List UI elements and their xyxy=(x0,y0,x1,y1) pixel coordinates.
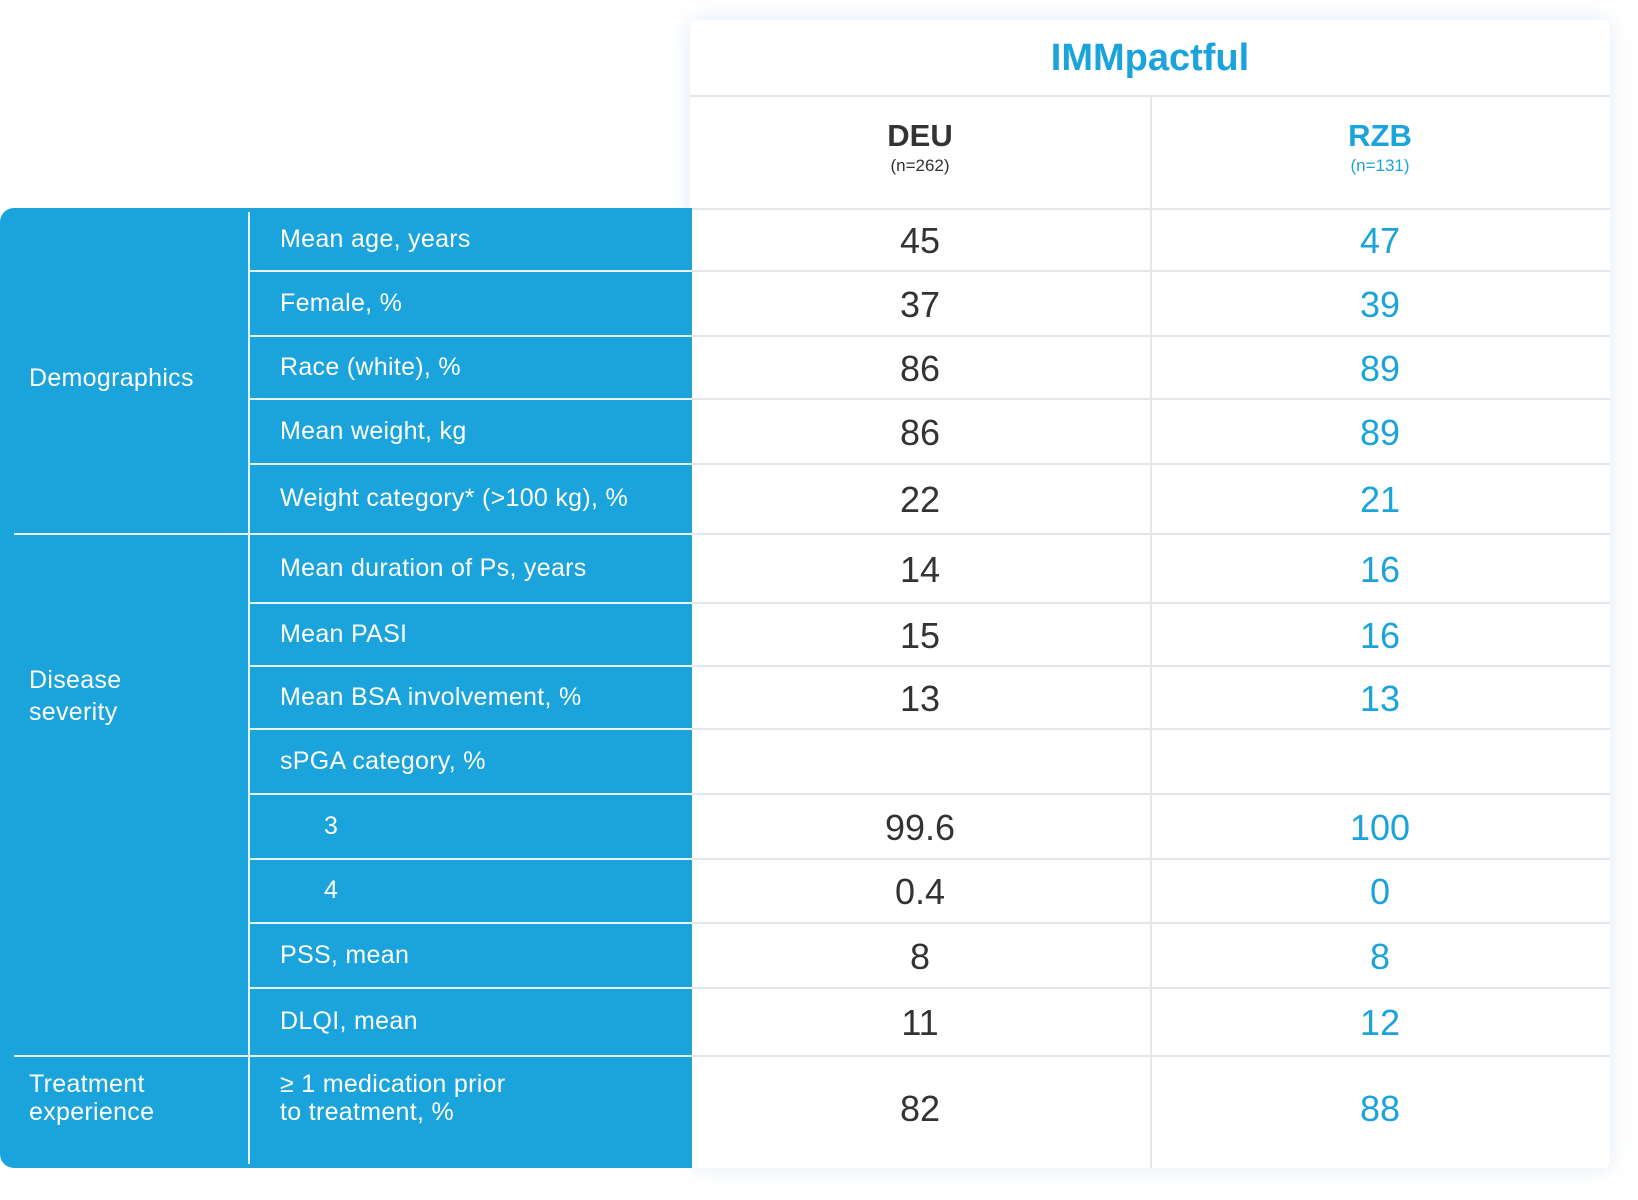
cell-rzb: 47 xyxy=(1359,220,1401,261)
cell-rzb: 100 xyxy=(1349,806,1411,848)
row-header-panel xyxy=(0,208,692,1168)
row-label: Mean PASI xyxy=(280,619,408,648)
study-title: IMMpactful xyxy=(1050,36,1250,79)
cell-rzb: 89 xyxy=(1359,347,1401,389)
category-disease-severity: Disease severity xyxy=(29,666,122,726)
cell-rzb: 16 xyxy=(1359,614,1401,656)
cell-deu: 37 xyxy=(899,283,941,325)
row-label: Mean duration of Ps, years xyxy=(280,553,587,582)
row-separator xyxy=(692,398,1610,400)
row-separator xyxy=(250,858,692,860)
cell-deu: 13 xyxy=(899,677,941,719)
row-label: PSS, mean xyxy=(280,940,410,969)
row-separator xyxy=(692,270,1610,272)
row-separator xyxy=(250,793,692,795)
cell-deu: 14 xyxy=(899,548,941,590)
row-separator xyxy=(692,922,1610,924)
cell-rzb: 12 xyxy=(1359,1002,1401,1043)
row-separator xyxy=(250,533,692,535)
cell-deu: 82 xyxy=(899,1087,941,1129)
cell-deu: 86 xyxy=(899,347,941,389)
row-separator xyxy=(250,270,692,272)
row-separator xyxy=(692,463,1610,465)
row-separator xyxy=(250,987,692,989)
column-header-rzb: RZB (n=131) xyxy=(1150,118,1610,176)
row-label: Race (white), % xyxy=(280,352,461,381)
cell-deu: 86 xyxy=(899,411,941,453)
row-separator xyxy=(250,335,692,337)
row-separator xyxy=(692,335,1610,337)
column-sample-size: (n=262) xyxy=(890,156,950,175)
column-divider xyxy=(1150,96,1152,1168)
row-separator xyxy=(692,533,1610,535)
cell-deu: 99.6 xyxy=(884,806,956,848)
cell-rzb: 13 xyxy=(1359,677,1401,719)
row-separator xyxy=(250,665,692,667)
row-label: DLQI, mean xyxy=(280,1007,418,1035)
column-sample-size: (n=131) xyxy=(1350,156,1410,175)
cell-deu: 15 xyxy=(899,614,941,656)
row-separator xyxy=(692,208,1610,210)
row-separator xyxy=(250,463,692,465)
cell-rzb: 89 xyxy=(1359,411,1401,453)
row-separator xyxy=(250,1055,692,1057)
cell-deu: 0.4 xyxy=(894,871,946,912)
row-label: Mean weight, kg xyxy=(280,416,467,445)
cell-deu: 22 xyxy=(899,479,941,520)
cell-rzb: 16 xyxy=(1359,548,1401,590)
category-separator xyxy=(14,533,248,535)
row-separator xyxy=(250,728,692,730)
row-separator xyxy=(692,728,1610,730)
category-separator xyxy=(14,1055,248,1057)
category-treatment-experience: Treatment experience xyxy=(29,1070,155,1126)
row-separator xyxy=(692,665,1610,667)
row-label: 4 xyxy=(324,876,339,904)
row-separator xyxy=(692,1055,1610,1057)
row-label: Female, % xyxy=(280,288,403,317)
row-separator xyxy=(692,793,1610,795)
row-separator xyxy=(692,858,1610,860)
category-divider xyxy=(248,212,250,1164)
row-label: Weight category* (>100 kg), % xyxy=(280,484,628,512)
cell-rzb: 39 xyxy=(1359,283,1401,325)
row-label: sPGA category, % xyxy=(280,746,486,775)
row-label: ≥ 1 medication prior to treatment, % xyxy=(280,1070,506,1126)
category-demographics: Demographics xyxy=(29,364,194,392)
row-separator xyxy=(692,602,1610,604)
row-separator xyxy=(250,602,692,604)
row-label: 3 xyxy=(324,811,339,840)
cell-deu: 8 xyxy=(909,935,931,977)
row-label: Mean age, years xyxy=(280,225,471,253)
row-separator xyxy=(250,398,692,400)
row-separator xyxy=(250,922,692,924)
cell-rzb: 0 xyxy=(1369,871,1391,912)
column-name: RZB xyxy=(1348,118,1412,153)
row-label: Mean BSA involvement, % xyxy=(280,682,582,711)
column-header-deu: DEU (n=262) xyxy=(690,118,1150,176)
cell-rzb: 88 xyxy=(1359,1087,1401,1129)
row-separator xyxy=(692,987,1610,989)
cell-deu: 11 xyxy=(901,1002,939,1043)
cell-rzb: 8 xyxy=(1369,935,1391,977)
cell-rzb: 21 xyxy=(1359,479,1401,520)
cell-deu: 45 xyxy=(899,220,941,261)
column-name: DEU xyxy=(887,118,953,153)
